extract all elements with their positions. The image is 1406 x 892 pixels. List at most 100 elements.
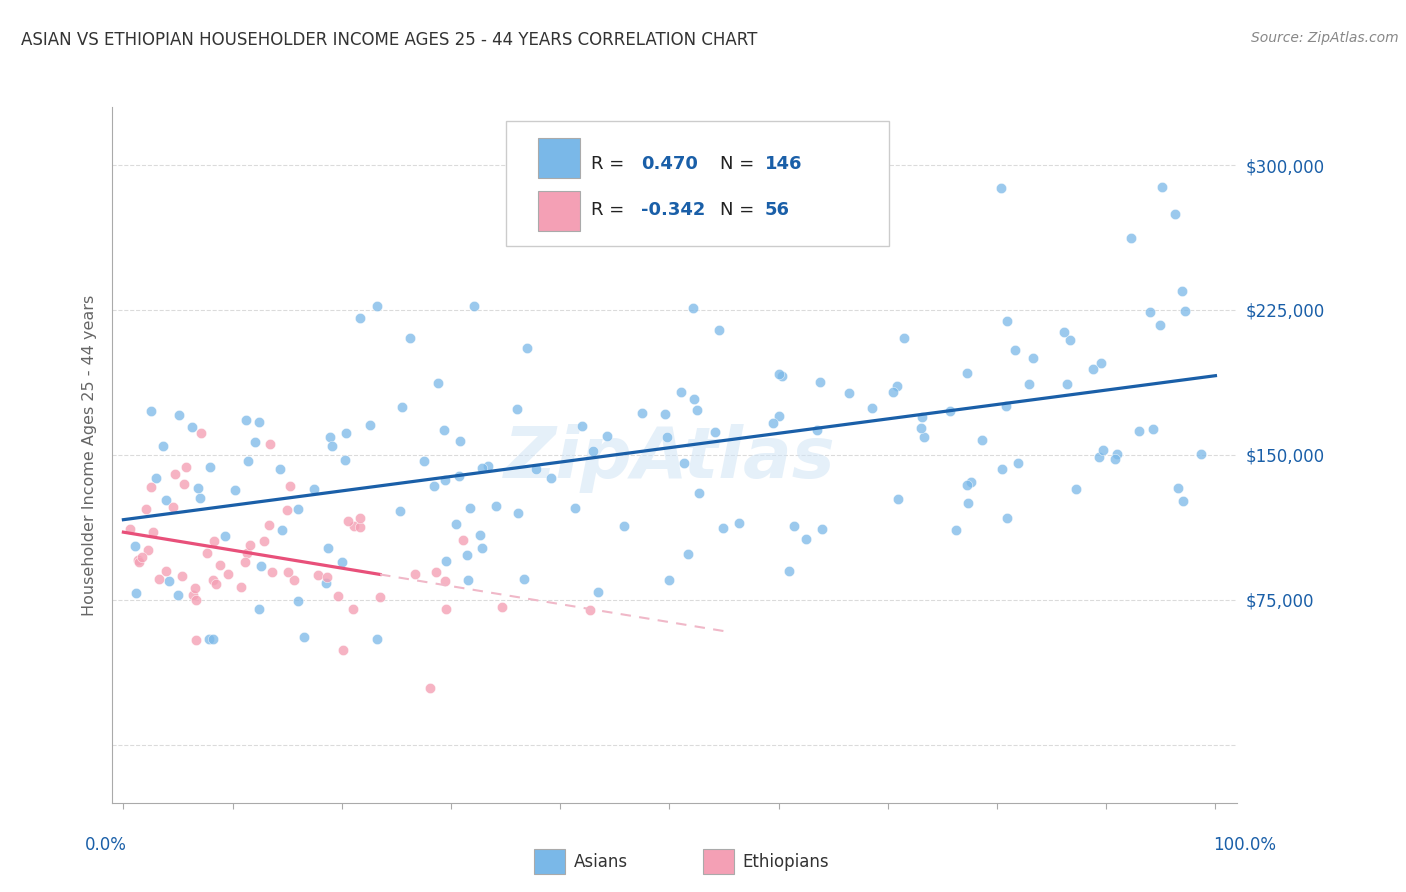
Point bbox=[283, 574, 305, 588]
Point bbox=[315, 570, 337, 584]
Point bbox=[131, 549, 153, 564]
Point bbox=[782, 518, 804, 533]
Point bbox=[292, 630, 315, 644]
Point bbox=[125, 585, 148, 599]
Point bbox=[335, 425, 357, 440]
Point bbox=[477, 458, 499, 473]
Point bbox=[433, 423, 456, 437]
Point bbox=[806, 424, 828, 438]
Point bbox=[184, 592, 207, 607]
Point bbox=[209, 558, 232, 572]
Point bbox=[727, 516, 749, 530]
Point bbox=[1189, 447, 1212, 461]
Point bbox=[893, 331, 915, 345]
Point bbox=[613, 519, 636, 533]
Point bbox=[419, 681, 441, 695]
Point bbox=[1053, 326, 1076, 340]
Text: Ethiopians: Ethiopians bbox=[742, 853, 830, 871]
Point bbox=[315, 576, 337, 591]
Bar bbox=[537, 137, 581, 178]
Point bbox=[148, 572, 170, 586]
Point bbox=[686, 402, 709, 417]
Point bbox=[1167, 481, 1189, 495]
Point bbox=[271, 523, 294, 537]
Point bbox=[564, 501, 586, 516]
Point bbox=[508, 506, 530, 520]
Point bbox=[540, 471, 562, 485]
Point bbox=[434, 473, 457, 487]
Point bbox=[155, 492, 177, 507]
Point bbox=[333, 453, 356, 467]
Point bbox=[260, 565, 283, 579]
Point bbox=[190, 426, 212, 441]
Point bbox=[451, 533, 474, 548]
Point bbox=[128, 555, 150, 569]
Point bbox=[995, 314, 1018, 328]
Point bbox=[571, 419, 593, 434]
Point bbox=[1119, 231, 1142, 245]
Point bbox=[170, 568, 193, 582]
Point bbox=[139, 480, 162, 494]
Point bbox=[124, 539, 146, 553]
Point bbox=[471, 461, 494, 475]
Point bbox=[433, 574, 456, 588]
Point bbox=[956, 477, 979, 491]
Point bbox=[342, 602, 364, 616]
Point bbox=[912, 430, 935, 444]
Y-axis label: Householder Income Ages 25 - 44 years: Householder Income Ages 25 - 44 years bbox=[82, 294, 97, 615]
Point bbox=[427, 376, 450, 391]
Point bbox=[768, 367, 790, 381]
Point bbox=[579, 603, 602, 617]
Point bbox=[939, 404, 962, 418]
Point bbox=[911, 409, 934, 424]
Point bbox=[173, 476, 195, 491]
Point bbox=[471, 541, 494, 555]
Point bbox=[349, 520, 371, 534]
Point bbox=[142, 525, 165, 540]
Point bbox=[412, 454, 434, 468]
Text: N =: N = bbox=[720, 155, 754, 173]
Point bbox=[138, 543, 160, 558]
Point bbox=[468, 527, 491, 541]
Point bbox=[956, 496, 979, 510]
Point bbox=[631, 406, 654, 420]
Point bbox=[181, 419, 204, 434]
Point bbox=[349, 510, 371, 524]
Point bbox=[655, 430, 678, 444]
Point bbox=[337, 514, 360, 528]
Point bbox=[683, 392, 706, 406]
Point bbox=[201, 573, 224, 587]
Point bbox=[181, 589, 204, 603]
Point bbox=[238, 453, 260, 467]
Point bbox=[135, 502, 157, 516]
Point bbox=[247, 416, 270, 430]
Point bbox=[201, 632, 224, 646]
Point bbox=[425, 565, 447, 579]
Point bbox=[127, 552, 149, 566]
Point bbox=[155, 564, 177, 578]
Text: ASIAN VS ETHIOPIAN HOUSEHOLDER INCOME AGES 25 - 44 YEARS CORRELATION CHART: ASIAN VS ETHIOPIAN HOUSEHOLDER INCOME AG… bbox=[21, 31, 758, 49]
Point bbox=[1004, 343, 1026, 358]
Text: Asians: Asians bbox=[574, 853, 627, 871]
Point bbox=[654, 407, 676, 421]
Text: 0.470: 0.470 bbox=[641, 155, 697, 173]
Point bbox=[198, 459, 221, 474]
Point bbox=[1081, 362, 1104, 376]
Point bbox=[1087, 450, 1109, 465]
Text: N =: N = bbox=[720, 201, 754, 219]
Point bbox=[434, 554, 457, 568]
Point bbox=[307, 568, 329, 582]
Point bbox=[582, 144, 605, 158]
Bar bbox=[537, 191, 581, 231]
Point bbox=[596, 428, 619, 442]
Point bbox=[1171, 285, 1194, 299]
Point bbox=[205, 577, 228, 591]
Text: 56: 56 bbox=[765, 201, 790, 219]
Point bbox=[1139, 305, 1161, 319]
Text: ZipAtlas: ZipAtlas bbox=[503, 425, 835, 493]
Point bbox=[370, 590, 392, 604]
Point bbox=[276, 503, 298, 517]
Point bbox=[1128, 424, 1150, 438]
Text: Source: ZipAtlas.com: Source: ZipAtlas.com bbox=[1251, 31, 1399, 45]
Point bbox=[778, 564, 800, 578]
